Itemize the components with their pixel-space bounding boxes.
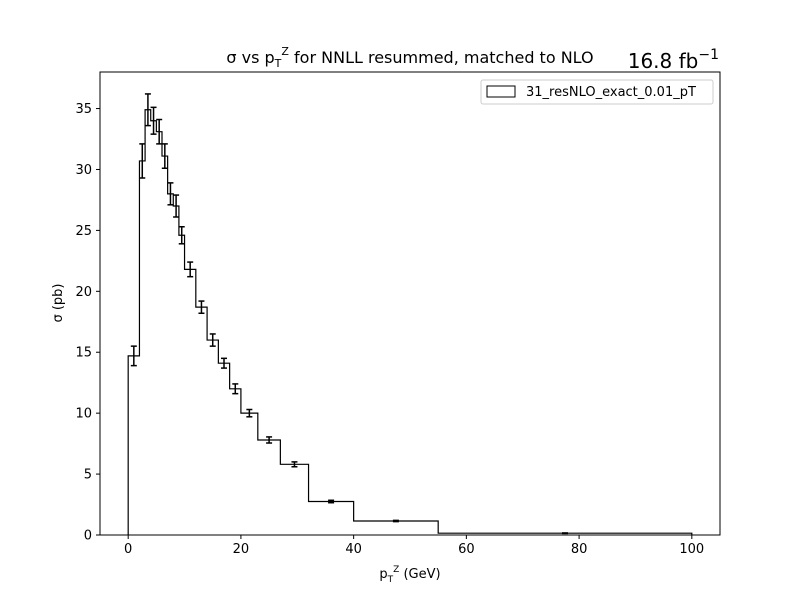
y-axis-label: σ (pb) <box>51 283 66 322</box>
y-tick-label: 15 <box>75 346 92 361</box>
plot-frame <box>99 71 721 536</box>
y-ticks: 0 5 10 15 20 25 30 35 <box>75 102 100 544</box>
plot-area <box>100 72 720 535</box>
error-bar <box>144 93 151 127</box>
y-tick-label: 10 <box>75 407 92 422</box>
y-tick-label: 20 <box>75 285 92 300</box>
error-bars <box>130 93 568 535</box>
x-tick-label: 20 <box>233 542 250 557</box>
error-bar <box>232 383 239 395</box>
error-bar <box>291 461 298 468</box>
error-bar <box>209 333 216 347</box>
error-bar <box>130 345 137 367</box>
y-tick-label: 30 <box>75 163 92 178</box>
chart-title: σ vs pTZ for NNLL resummed, matched to N… <box>226 45 593 70</box>
error-bar <box>198 300 205 314</box>
y-tick-label: 35 <box>75 102 92 117</box>
legend: 31_resNLO_exact_0.01_pT <box>480 79 714 105</box>
x-tick-label: 0 <box>124 542 132 557</box>
luminosity-label: 16.8 fb−1 <box>628 47 719 73</box>
error-bar <box>187 261 194 278</box>
x-tick-label: 40 <box>345 542 362 557</box>
error-bar <box>246 408 253 418</box>
x-axis-label: pTZ (GeV) <box>379 565 440 585</box>
error-bar <box>392 519 399 523</box>
x-tick-label: 100 <box>679 542 704 557</box>
y-tick-label: 5 <box>84 468 92 483</box>
x-ticks: 0 20 40 60 80 100 <box>124 535 704 557</box>
legend-box <box>480 79 714 105</box>
x-tick-label: 60 <box>458 542 475 557</box>
error-bar <box>150 106 157 135</box>
legend-entry: 31_resNLO_exact_0.01_pT <box>526 85 696 100</box>
error-bar <box>328 499 335 504</box>
histogram-step <box>127 109 693 535</box>
x-tick-label: 80 <box>571 542 588 557</box>
legend-swatch <box>486 85 516 98</box>
error-bar <box>178 225 185 245</box>
error-bar <box>173 194 180 218</box>
histogram <box>127 109 693 535</box>
error-bar <box>266 436 273 444</box>
error-bar <box>221 357 227 369</box>
error-bar <box>139 143 146 179</box>
y-tick-label: 25 <box>75 224 92 239</box>
y-tick-label: 0 <box>84 529 92 544</box>
error-bar <box>167 182 174 206</box>
error-bar <box>156 118 163 145</box>
error-bar <box>161 143 168 170</box>
